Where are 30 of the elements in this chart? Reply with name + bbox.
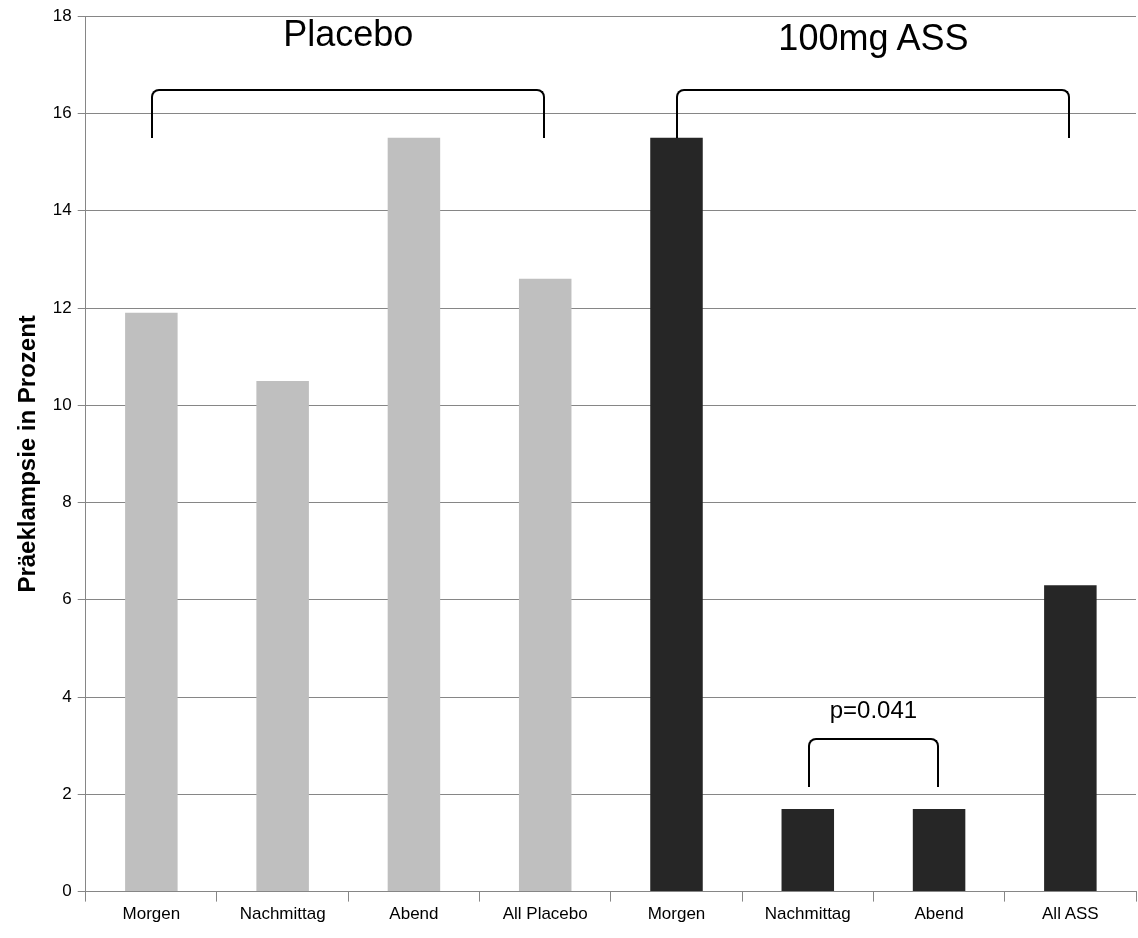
- annotation: p=0.041: [829, 696, 918, 724]
- x-tick-label: Nachmittag: [764, 904, 851, 924]
- bar: [650, 137, 703, 892]
- bar: [387, 137, 441, 892]
- bar: [518, 278, 572, 892]
- bar: [912, 808, 966, 892]
- y-tick-label: 18: [52, 5, 72, 25]
- bar: [125, 312, 178, 892]
- y-tick-label: 0: [62, 881, 72, 901]
- y-tick-label: 6: [62, 589, 72, 609]
- y-tick-label: 4: [62, 686, 72, 706]
- bar: [1044, 585, 1097, 892]
- x-tick-label: Abend: [389, 904, 439, 924]
- y-tick-label: 8: [62, 492, 72, 512]
- x-tick-label: Abend: [914, 904, 964, 924]
- bar: [781, 808, 835, 892]
- x-tick-label: Nachmittag: [239, 904, 326, 924]
- y-tick-label: 12: [52, 297, 72, 317]
- x-tick-label: Morgen: [647, 904, 706, 924]
- y-tick-label: 10: [52, 394, 72, 414]
- annotation: 100mg ASS: [778, 17, 969, 59]
- y-tick-label: 2: [62, 784, 72, 804]
- y-tick-label: 14: [52, 200, 72, 220]
- x-tick-label: All ASS: [1042, 904, 1099, 924]
- x-tick-label: Morgen: [122, 904, 181, 924]
- bar: [256, 380, 309, 892]
- y-axis-title: Präeklampsie in Prozent: [13, 315, 41, 593]
- y-tick-label: 16: [52, 103, 72, 123]
- annotation: Placebo: [283, 12, 414, 54]
- x-tick-label: All Placebo: [502, 904, 588, 924]
